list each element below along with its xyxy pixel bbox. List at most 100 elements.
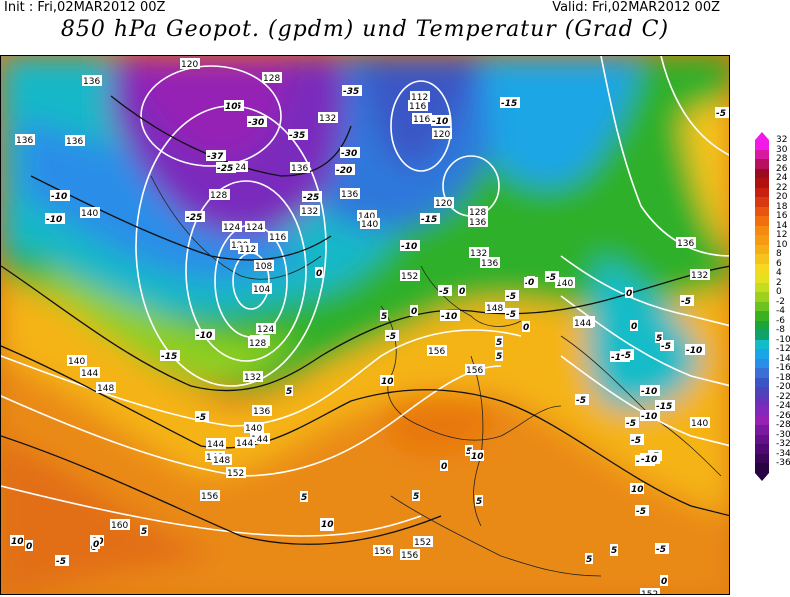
temperature-label: 0 (631, 322, 637, 332)
temperature-label-bg (288, 129, 308, 140)
legend-swatch (755, 301, 769, 311)
geopotential-label-bg (238, 243, 258, 254)
legend-swatch (755, 387, 769, 397)
geopotential-label: 112 (411, 93, 428, 103)
temperature-label: 5 (413, 492, 419, 502)
temperature-label-bg (655, 332, 663, 343)
legend-swatch (755, 282, 769, 292)
temperature-label-bg (224, 100, 238, 111)
temperature-label-bg (380, 375, 394, 386)
geopotential-label: 104 (253, 285, 270, 295)
geopotential-label: 144 (236, 439, 253, 449)
temperature-label-bg (216, 162, 236, 173)
temperature-label: 5 (476, 497, 482, 507)
temperature-label-bg (55, 555, 69, 566)
temperature-label: -5 (546, 273, 556, 283)
legend-swatch (755, 254, 769, 264)
legend-value: 6 (776, 258, 782, 269)
legend-value: -34 (776, 448, 790, 459)
legend-swatch (755, 197, 769, 207)
temperature-label-bg (195, 329, 215, 340)
temperature-label-bg (625, 287, 633, 298)
geopotential-label: 112 (239, 245, 256, 255)
temperature-label-bg (438, 285, 452, 296)
geopotential-label: 132 (470, 249, 487, 259)
temperature-label-bg (505, 308, 519, 319)
geopotential-label: 124 (246, 223, 263, 233)
temperature-label-bg (680, 295, 694, 306)
legend-swatch (755, 159, 769, 169)
geopotential-label: 156 (201, 492, 218, 502)
temperature-label: -25 (186, 213, 202, 223)
geopotential-label: 156 (428, 347, 445, 357)
temperature-label: 0 (626, 289, 632, 299)
legend-swatch (755, 225, 769, 235)
geopotential-label-bg (226, 467, 246, 478)
temperature-label: -10 (641, 412, 657, 422)
legend-swatch (755, 149, 769, 159)
geopotential-label-bg (640, 588, 660, 594)
geopotential-label-bg (110, 519, 130, 530)
legend-swatch (755, 368, 769, 378)
temperature-label-bg (412, 490, 420, 501)
legend-value: 16 (776, 211, 788, 221)
legend-value: 12 (776, 230, 788, 240)
temperature-label: -25 (303, 193, 319, 203)
geopotential-label-bg (248, 337, 268, 348)
geopotential-label-bg (340, 188, 360, 199)
geopotential-label: 132 (691, 271, 708, 281)
temperature-label: -15 (501, 99, 517, 109)
temperature-label: -5 (631, 436, 641, 446)
geopotential-label-bg (206, 438, 226, 449)
geopotential-label: 144 (207, 440, 224, 450)
legend-value: 28 (776, 154, 788, 164)
temperature-label-bg (342, 85, 362, 96)
temperature-label-bg (620, 349, 634, 360)
legend-swatch (755, 349, 769, 359)
temperature-label: 10 (11, 537, 24, 547)
geopotential-label: 152 (227, 469, 244, 479)
geopotential-label-bg (690, 417, 710, 428)
geopotential-label: 136 (677, 239, 694, 249)
temperature-label-bg (470, 450, 484, 461)
temperature-label: -5 (681, 297, 691, 307)
temperature-label-bg (160, 350, 180, 361)
legend-value: -18 (776, 372, 790, 383)
geopotential-label-bg (80, 367, 100, 378)
geopotential-label-bg (15, 134, 35, 145)
geopotential-label: 140 (358, 212, 375, 222)
legend-swatch (755, 339, 769, 349)
geopotential-label-bg (432, 128, 452, 139)
geopotential-label: 120 (433, 130, 450, 140)
geopotential-labels: 1361201281361281321361121201161161201241… (15, 58, 710, 594)
temperature-label-bg (195, 411, 209, 422)
temperature-label: 0 (26, 542, 32, 552)
geopotential-label-bg (250, 433, 270, 444)
legend-swatch (755, 396, 769, 406)
legend-swatch (755, 415, 769, 425)
init-time-label: Init : Fri,02MAR2012 00Z (4, 0, 166, 15)
legend-value: 24 (776, 173, 788, 183)
geopotential-label: 140 (68, 357, 85, 367)
geopotential-label-bg (360, 218, 380, 229)
temperature-label: -5 (716, 109, 726, 119)
geopotential-label: 108 (255, 262, 272, 272)
geopotential-label: 156 (374, 547, 391, 557)
geopotential-label-bg (480, 257, 500, 268)
temperature-label: -10 (441, 312, 457, 322)
legend-value: -28 (776, 420, 790, 430)
map-canvas: 1361201281361281321361121201161161201241… (1, 56, 729, 594)
legend-value: 18 (776, 201, 788, 212)
temperature-label: 10 (321, 520, 334, 530)
weather-map: 1361201281361281321361121201161161201241… (0, 55, 730, 595)
temperature-label: -5 (386, 332, 396, 342)
temperature-label-bg (458, 285, 466, 296)
legend-value: 32 (776, 135, 788, 145)
geopotential-label-bg (468, 206, 488, 217)
geopotential-label-bg (80, 207, 100, 218)
geopotential-label-bg (180, 58, 200, 69)
geopotential-label: 136 (469, 218, 486, 228)
geopotential-label: 132 (319, 114, 336, 124)
geopotential-label: 136 (83, 77, 100, 87)
temperature-label-bg (45, 213, 65, 224)
